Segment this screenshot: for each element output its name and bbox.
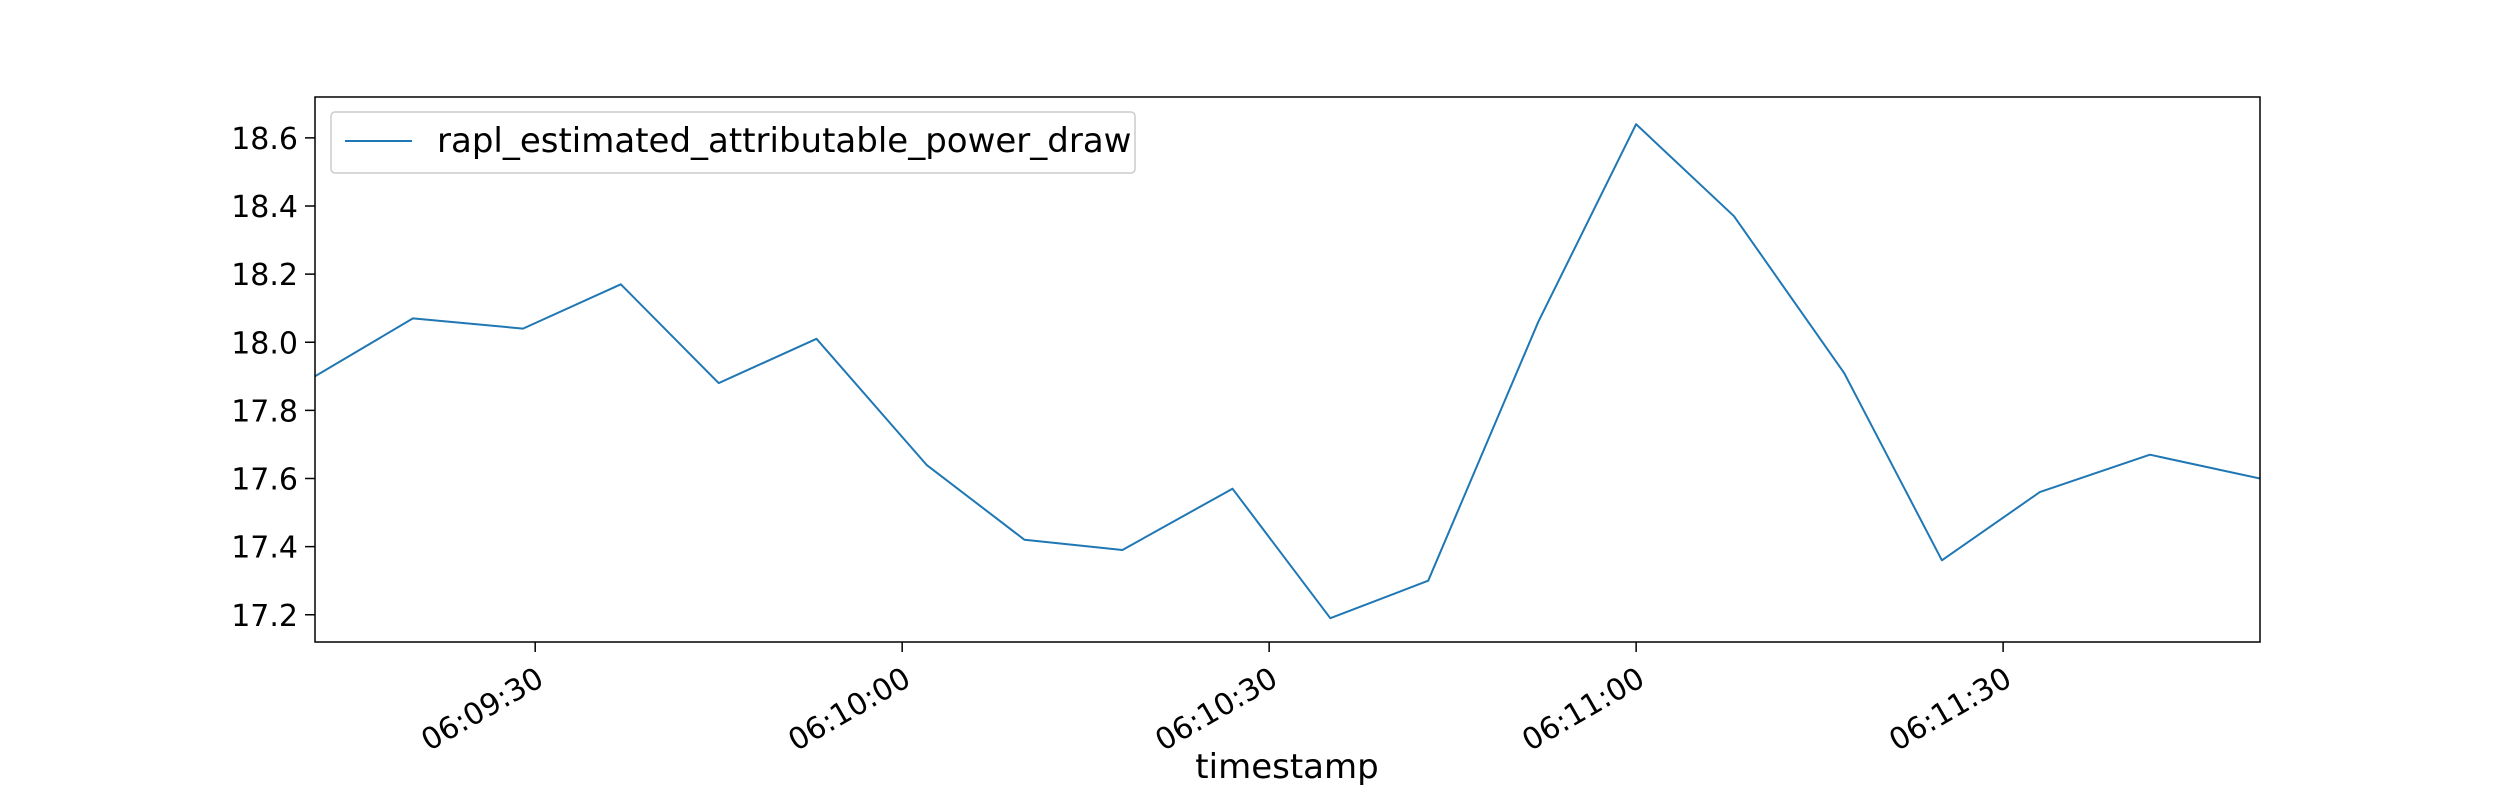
- y-tick-label: 17.4: [231, 531, 298, 566]
- plot-frame: [314, 96, 2261, 643]
- y-axis: 17.2 17.4 17.6 17.8 18.0 18.2 18.4 18.6: [231, 122, 315, 634]
- x-tick-label: 06:10:00: [782, 661, 916, 759]
- y-tick-label: 17.6: [231, 463, 298, 498]
- series-line: [315, 123, 2260, 620]
- y-tick-label: 18.0: [231, 326, 298, 361]
- legend: rapl_estimated_attributable_power_draw: [330, 111, 1136, 174]
- x-axis-label: timestamp: [1195, 747, 1378, 787]
- legend-box: [330, 111, 1136, 174]
- legend-label: rapl_estimated_attributable_power_draw: [437, 121, 1132, 161]
- plot-area: [315, 123, 2260, 620]
- y-tick-label: 18.4: [231, 190, 298, 225]
- y-tick-label: 18.2: [231, 258, 298, 293]
- x-tick-label: 06:09:30: [415, 661, 549, 759]
- y-tick-label: 18.6: [231, 122, 298, 157]
- y-tick-label: 17.2: [231, 599, 298, 634]
- x-tick-label: 06:10:30: [1149, 661, 1283, 759]
- x-tick-label: 06:11:30: [1883, 661, 2017, 759]
- y-tick-label: 17.8: [231, 394, 298, 429]
- x-axis: 06:09:30 06:10:00 06:10:30 06:11:00 06:11:30: [415, 642, 2018, 759]
- x-tick-label: 06:11:00: [1516, 661, 1650, 759]
